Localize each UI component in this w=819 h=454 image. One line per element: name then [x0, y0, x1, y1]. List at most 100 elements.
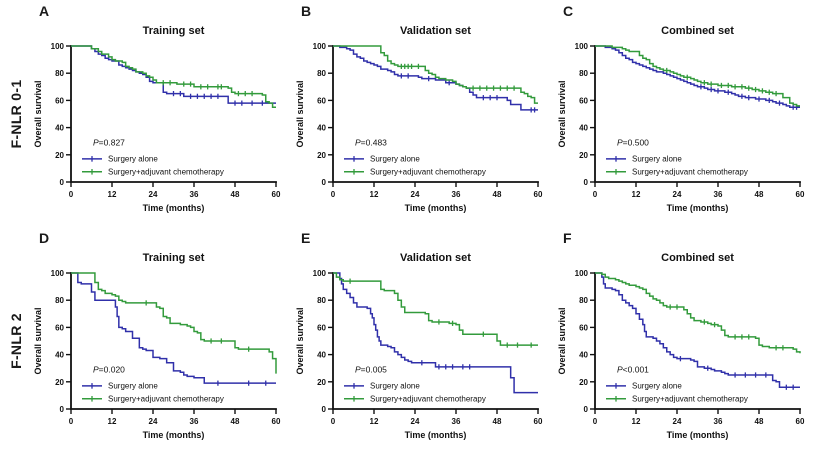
svg-text:60: 60: [534, 190, 543, 199]
svg-text:Overall survival: Overall survival: [557, 80, 567, 147]
svg-text:0: 0: [593, 417, 598, 426]
svg-text:Time (months): Time (months): [143, 203, 205, 213]
svg-text:20: 20: [317, 378, 326, 387]
svg-text:60: 60: [55, 96, 64, 105]
svg-text:24: 24: [673, 417, 682, 426]
figure-row-fnlr2: F-NLR 2 D Training set 0 20 40 60 80 100 0 12 24 3…: [0, 227, 819, 454]
svg-text:60: 60: [579, 96, 588, 105]
svg-text:20: 20: [55, 151, 64, 160]
svg-text:12: 12: [108, 190, 117, 199]
svg-text:40: 40: [55, 124, 64, 133]
svg-text:Overall survival: Overall survival: [295, 80, 305, 147]
svg-text:24: 24: [149, 417, 158, 426]
svg-text:60: 60: [272, 190, 281, 199]
svg-text:0: 0: [69, 190, 74, 199]
svg-text:60: 60: [796, 190, 805, 199]
svg-text:Validation set: Validation set: [400, 252, 471, 264]
row-label-column: F-NLR 0-1: [0, 0, 31, 227]
svg-text:100: 100: [51, 269, 65, 278]
svg-text:Surgery alone: Surgery alone: [108, 155, 158, 164]
km-plot-validation-fnlr2: Validation set 0 20 40 60 80 100 0 12 24 36 48 60 Tim…: [295, 252, 543, 440]
km-plot-combined-fnlr01: Combined set 0 20 40 60 80 100 0 12 24 36 48 60 Time …: [557, 25, 805, 213]
svg-text:12: 12: [370, 417, 379, 426]
svg-text:0: 0: [69, 417, 74, 426]
svg-text:12: 12: [632, 190, 641, 199]
svg-text:P=0.483: P=0.483: [355, 137, 387, 147]
svg-text:100: 100: [51, 42, 65, 51]
svg-text:Time (months): Time (months): [667, 203, 729, 213]
svg-text:100: 100: [313, 42, 327, 51]
svg-text:12: 12: [108, 417, 117, 426]
svg-text:48: 48: [231, 190, 240, 199]
svg-text:Overall survival: Overall survival: [557, 307, 567, 374]
svg-text:0: 0: [60, 178, 65, 187]
svg-text:P=0.020: P=0.020: [93, 364, 125, 374]
panel-b: B Validation set 0 20 40 60 80 100 0 12 24 36 48 60 T…: [293, 0, 555, 227]
svg-text:40: 40: [317, 124, 326, 133]
svg-text:24: 24: [411, 417, 420, 426]
svg-text:40: 40: [579, 124, 588, 133]
svg-text:Surgery alone: Surgery alone: [370, 382, 420, 391]
svg-text:12: 12: [632, 417, 641, 426]
svg-text:100: 100: [313, 269, 327, 278]
svg-text:Surgery+adjuvant chemotherapy: Surgery+adjuvant chemotherapy: [632, 168, 748, 177]
svg-text:60: 60: [55, 323, 64, 332]
svg-text:80: 80: [579, 296, 588, 305]
panel-a: A Training set 0 20 40 60 80 100 0 12 24 36 48 60 Tim…: [31, 0, 293, 227]
svg-text:P=0.827: P=0.827: [93, 137, 125, 147]
svg-text:P=0.500: P=0.500: [617, 137, 649, 147]
svg-text:Time (months): Time (months): [405, 203, 467, 213]
svg-text:36: 36: [190, 190, 199, 199]
figure-row-fnlr01: F-NLR 0-1 A Training set 0 20 40 60 80 100 0 12 2…: [0, 0, 817, 227]
svg-text:40: 40: [317, 351, 326, 360]
svg-text:Combined set: Combined set: [661, 252, 734, 264]
panel-c: C Combined set 0 20 40 60 80 100 0 12 24 36 48 60 Tim…: [555, 0, 817, 227]
svg-text:0: 0: [60, 405, 65, 414]
svg-text:Validation set: Validation set: [400, 25, 471, 37]
svg-text:P=0.005: P=0.005: [355, 364, 387, 374]
svg-text:Time (months): Time (months): [667, 430, 729, 440]
panel-letter-a: A: [39, 3, 50, 19]
svg-text:Surgery+adjuvant chemotherapy: Surgery+adjuvant chemotherapy: [632, 395, 748, 404]
svg-text:Surgery alone: Surgery alone: [108, 382, 158, 391]
svg-text:0: 0: [322, 405, 327, 414]
svg-text:0: 0: [584, 405, 589, 414]
svg-text:48: 48: [493, 417, 502, 426]
svg-text:Surgery+adjuvant chemotherapy: Surgery+adjuvant chemotherapy: [370, 168, 486, 177]
svg-text:Time (months): Time (months): [405, 430, 467, 440]
svg-text:P<0.001: P<0.001: [617, 364, 649, 374]
svg-text:Surgery+adjuvant chemotherapy: Surgery+adjuvant chemotherapy: [108, 168, 224, 177]
svg-text:48: 48: [755, 417, 764, 426]
svg-text:40: 40: [55, 351, 64, 360]
row-label-column: F-NLR 2: [0, 227, 31, 454]
panel-letter-f: F: [563, 230, 572, 246]
svg-text:80: 80: [55, 296, 64, 305]
km-plot-training-fnlr01: Training set 0 20 40 60 80 100 0 12 24 36 48 60 Time …: [33, 25, 281, 213]
svg-text:36: 36: [714, 190, 723, 199]
panel-letter-b: B: [301, 3, 312, 19]
panel-f: F Combined set 0 20 40 60 80 100 0 12 24 36 48 60 Tim…: [555, 227, 817, 454]
svg-text:80: 80: [579, 69, 588, 78]
svg-text:Overall survival: Overall survival: [33, 307, 43, 374]
svg-text:48: 48: [493, 190, 502, 199]
panel-letter-d: D: [39, 230, 50, 246]
svg-text:36: 36: [452, 190, 461, 199]
svg-text:60: 60: [272, 417, 281, 426]
svg-text:Surgery alone: Surgery alone: [370, 155, 420, 164]
svg-text:Combined set: Combined set: [661, 25, 734, 37]
km-plot-combined-fnlr2: Combined set 0 20 40 60 80 100 0 12 24 36 48 60 Time …: [557, 252, 805, 440]
svg-text:100: 100: [575, 42, 589, 51]
svg-text:36: 36: [452, 417, 461, 426]
svg-text:48: 48: [231, 417, 240, 426]
svg-text:60: 60: [579, 323, 588, 332]
svg-text:0: 0: [331, 190, 336, 199]
svg-text:0: 0: [322, 178, 327, 187]
svg-text:20: 20: [579, 378, 588, 387]
svg-text:Training set: Training set: [143, 25, 205, 37]
svg-text:Overall survival: Overall survival: [295, 307, 305, 374]
panel-letter-e: E: [301, 230, 311, 246]
svg-text:48: 48: [755, 190, 764, 199]
panel-letter-c: C: [563, 3, 574, 19]
svg-text:Surgery alone: Surgery alone: [632, 382, 682, 391]
